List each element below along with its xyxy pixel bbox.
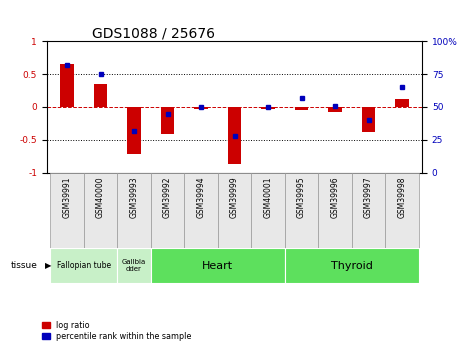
- Bar: [362, 107, 375, 132]
- Bar: [50, 248, 117, 283]
- Text: GSM40001: GSM40001: [264, 176, 272, 218]
- Bar: [117, 248, 151, 283]
- Text: tissue: tissue: [11, 261, 38, 270]
- Text: Gallbla
dder: Gallbla dder: [122, 259, 146, 272]
- Text: GSM39995: GSM39995: [297, 176, 306, 218]
- Text: GDS1088 / 25676: GDS1088 / 25676: [92, 26, 215, 40]
- Text: Fallopian tube: Fallopian tube: [57, 261, 111, 270]
- Bar: [50, 172, 84, 248]
- Text: Heart: Heart: [202, 261, 233, 270]
- Bar: [251, 172, 285, 248]
- Text: GSM40000: GSM40000: [96, 176, 105, 218]
- Bar: [285, 172, 318, 248]
- Text: GSM39991: GSM39991: [62, 176, 71, 218]
- Bar: [295, 107, 308, 110]
- Bar: [328, 107, 342, 111]
- Text: GSM39996: GSM39996: [331, 176, 340, 218]
- Bar: [194, 107, 208, 109]
- Bar: [61, 64, 74, 107]
- Text: Thyroid: Thyroid: [331, 261, 373, 270]
- Text: GSM39998: GSM39998: [398, 176, 407, 218]
- Bar: [285, 248, 419, 283]
- Bar: [228, 107, 241, 164]
- Text: GSM39994: GSM39994: [197, 176, 205, 218]
- Bar: [184, 172, 218, 248]
- Text: GSM39993: GSM39993: [129, 176, 138, 218]
- Text: GSM39997: GSM39997: [364, 176, 373, 218]
- Bar: [84, 172, 117, 248]
- Text: ▶: ▶: [45, 261, 51, 270]
- Bar: [151, 248, 285, 283]
- Text: GSM39999: GSM39999: [230, 176, 239, 218]
- Bar: [127, 107, 141, 154]
- Legend: log ratio, percentile rank within the sample: log ratio, percentile rank within the sa…: [42, 321, 191, 341]
- Bar: [218, 172, 251, 248]
- Bar: [395, 99, 408, 107]
- Bar: [117, 172, 151, 248]
- Bar: [385, 172, 419, 248]
- Bar: [352, 172, 385, 248]
- Bar: [151, 172, 184, 248]
- Bar: [161, 107, 174, 135]
- Bar: [94, 84, 107, 107]
- Bar: [261, 107, 275, 109]
- Text: GSM39992: GSM39992: [163, 176, 172, 218]
- Bar: [318, 172, 352, 248]
